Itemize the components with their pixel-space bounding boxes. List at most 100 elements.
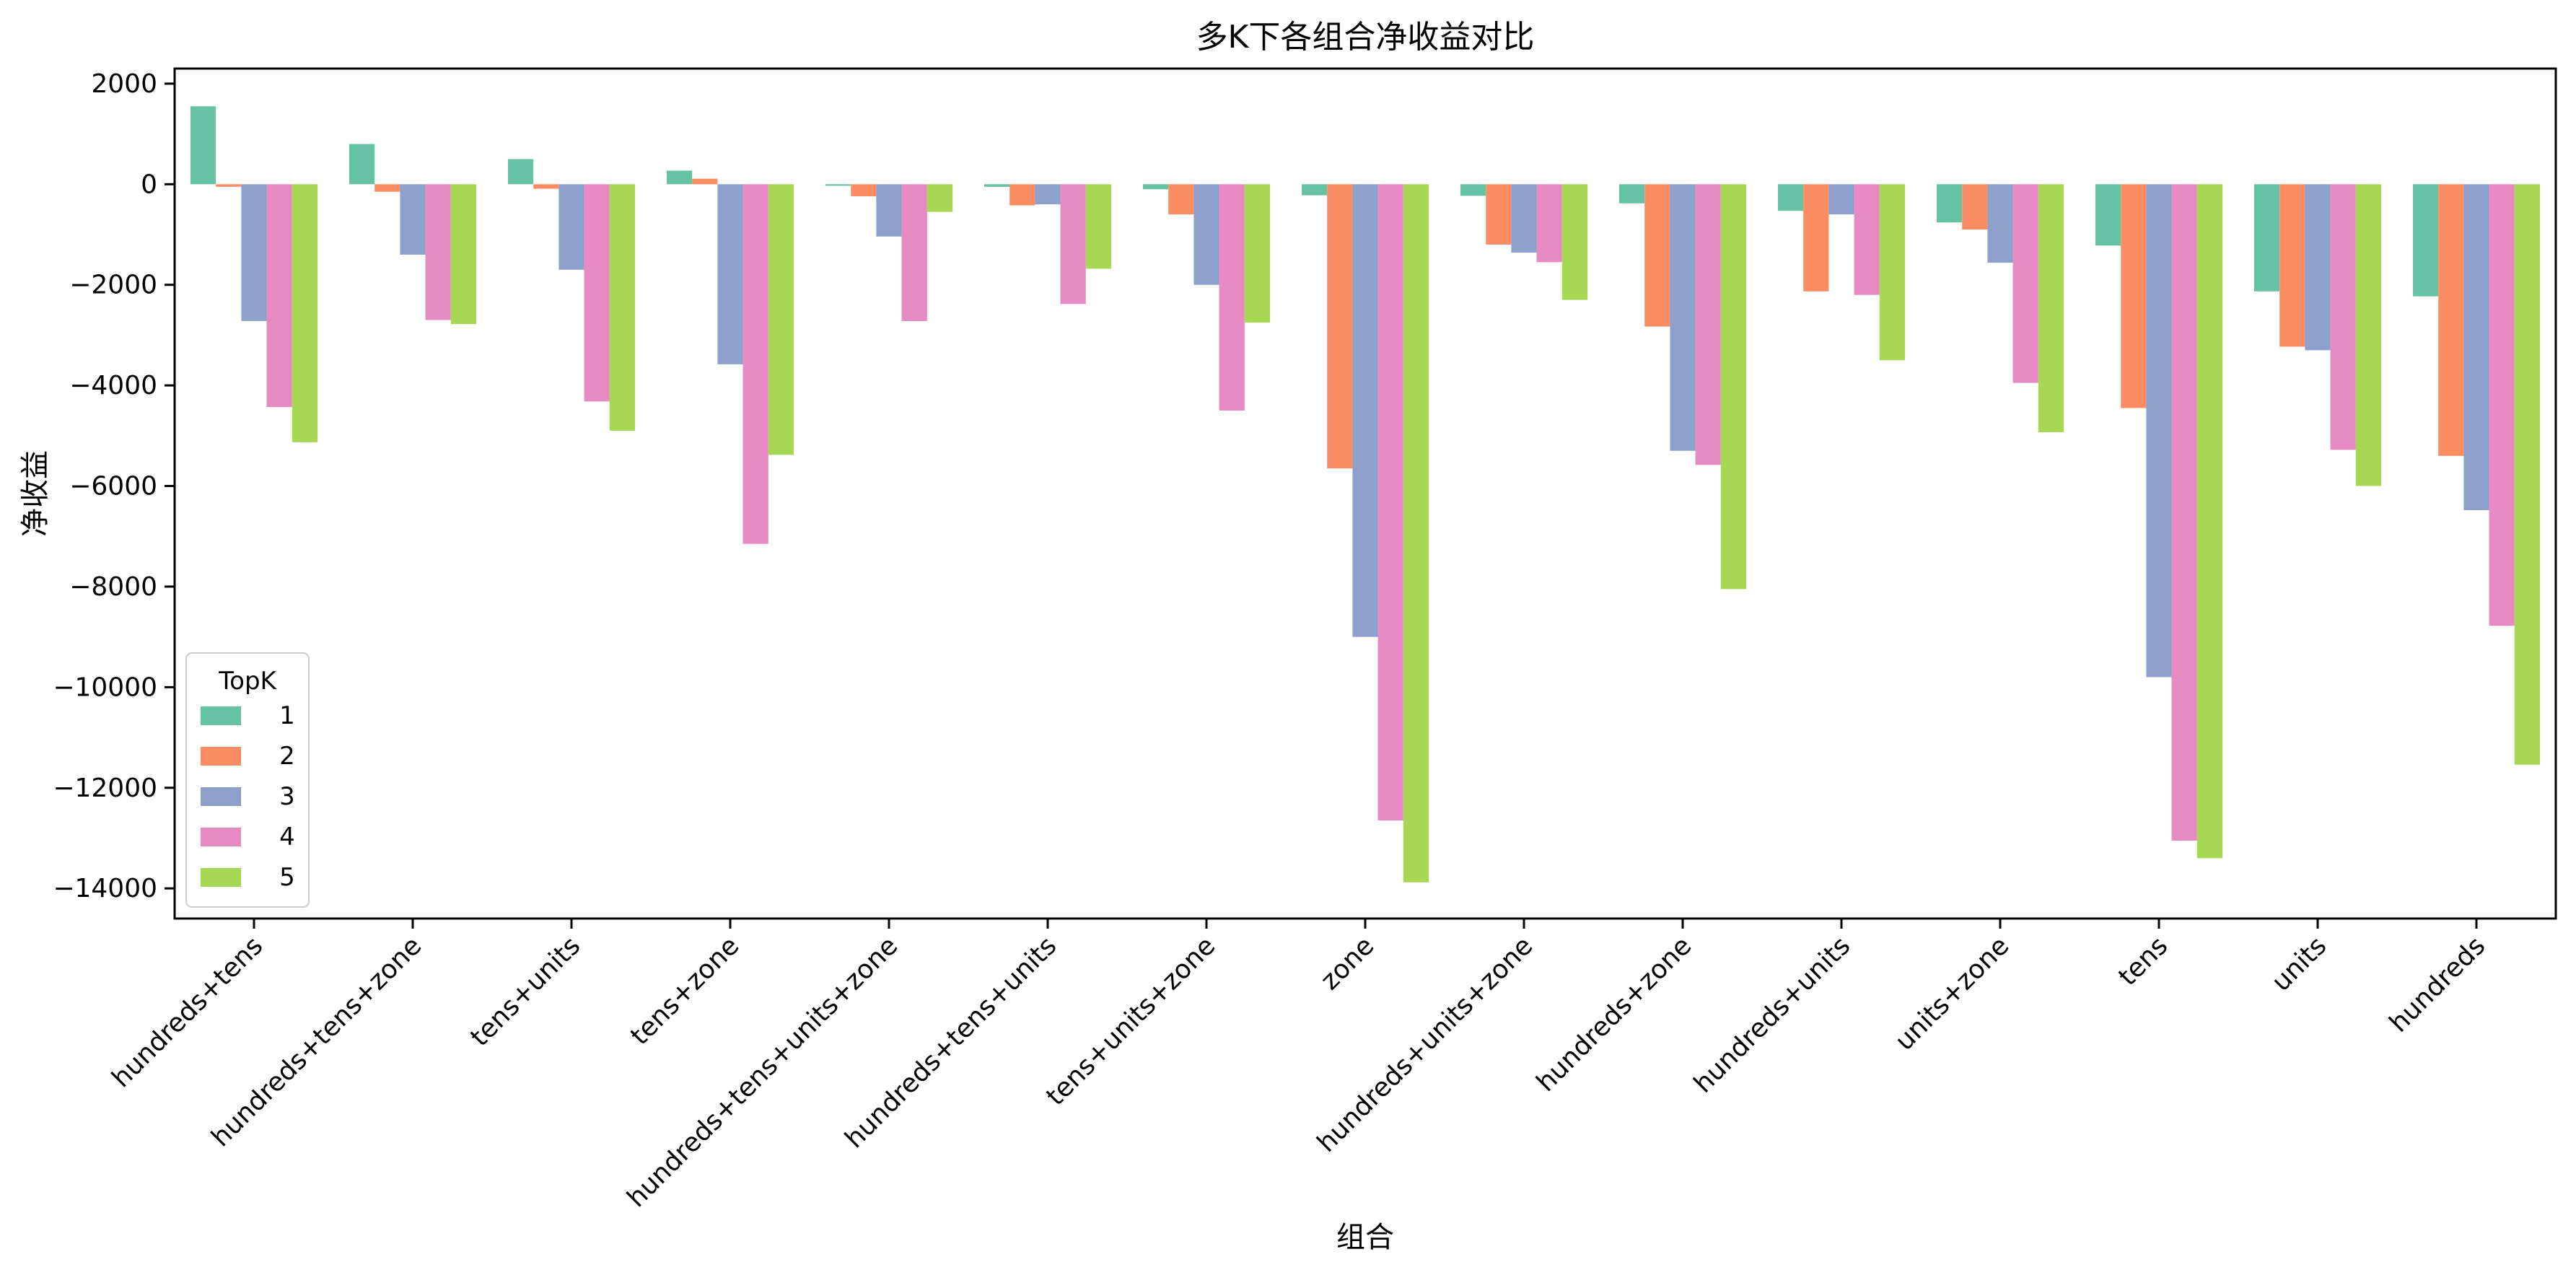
bar-series-1-zone — [1302, 184, 1328, 196]
bar-series-1-hundreds+zone — [1619, 184, 1645, 203]
bar-series-2-hundreds+tens+units+zone — [851, 184, 877, 197]
bar-series-2-hundreds+zone — [1644, 184, 1670, 327]
legend-label-3: 3 — [279, 782, 295, 811]
y-tick-label: −14000 — [53, 874, 157, 903]
bar-series-4-hundreds+tens+zone — [425, 184, 451, 320]
bar-series-2-tens+units+zone — [1168, 184, 1194, 215]
bar-series-4-tens+zone — [742, 184, 768, 544]
bar-series-4-units+zone — [2012, 184, 2038, 383]
x-tick-label: tens+units+zone — [1041, 931, 1221, 1111]
x-tick-label: tens+units — [465, 931, 586, 1052]
bar-series-5-hundreds+tens+units+zone — [926, 184, 952, 212]
bar-series-4-hundreds+tens — [266, 184, 292, 408]
x-tick-label: tens — [2113, 931, 2173, 991]
bar-series-2-hundreds+tens — [216, 184, 242, 187]
bar-series-4-tens+units+zone — [1219, 184, 1245, 411]
bar-series-2-hundreds+units+zone — [1486, 184, 1512, 245]
bar-series-4-hundreds+units — [1854, 184, 1880, 295]
bar-series-5-hundreds+tens+units — [1085, 184, 1111, 269]
legend-swatch-2 — [201, 747, 241, 766]
bar-series-4-hundreds+tens+units — [1060, 184, 1086, 304]
x-tick-label: tens+zone — [625, 931, 745, 1051]
x-tick-label: hundreds — [2384, 931, 2492, 1038]
bar-series-1-hundreds+tens+units — [984, 184, 1010, 187]
bar-series-1-tens+units+zone — [1143, 184, 1169, 190]
bar-series-5-hundreds+tens+zone — [450, 184, 476, 325]
bar-series-4-zone — [1377, 184, 1403, 821]
bar-series-4-hundreds+tens+units+zone — [901, 184, 927, 321]
y-tick-label: −12000 — [53, 774, 157, 803]
bar-series-1-tens+zone — [667, 170, 693, 185]
y-tick-label: 0 — [141, 170, 157, 199]
bar-series-3-hundreds+units — [1828, 184, 1854, 215]
bar-series-3-hundreds — [2463, 184, 2489, 510]
bar-series-5-hundreds+units+zone — [1561, 184, 1587, 300]
bar-series-3-hundreds+units+zone — [1511, 184, 1537, 253]
bar-series-5-zone — [1403, 184, 1429, 882]
bar-series-3-tens+zone — [717, 184, 743, 364]
bar-series-5-hundreds+tens — [292, 184, 317, 442]
bar-series-3-tens — [2146, 184, 2172, 678]
bar-series-2-tens+zone — [692, 178, 718, 185]
bar-series-4-units — [2330, 184, 2356, 450]
bar-series-2-hundreds+tens+units — [1009, 184, 1035, 206]
legend-label-5: 5 — [279, 863, 295, 892]
bar-series-4-tens — [2171, 184, 2197, 841]
bar-series-2-units+zone — [1962, 184, 1988, 230]
x-tick-label: hundreds+zone — [1531, 931, 1698, 1097]
y-tick-label: 2000 — [91, 69, 157, 99]
bar-series-2-hundreds+tens+zone — [374, 184, 400, 192]
legend-swatch-4 — [201, 828, 241, 846]
x-tick-label: units — [2266, 931, 2333, 997]
bar-series-3-units+zone — [1987, 184, 2013, 263]
bar-series-4-hundreds — [2489, 184, 2515, 626]
legend-label-4: 4 — [279, 823, 295, 851]
bar-series-2-units — [2279, 184, 2305, 347]
bar-series-3-hundreds+tens+units+zone — [876, 184, 902, 237]
bar-series-5-units — [2355, 184, 2381, 486]
bar-series-5-hundreds+zone — [1720, 184, 1746, 590]
chart-title: 多K下各组合净收益对比 — [1196, 19, 1535, 56]
bars-layer — [190, 106, 2540, 882]
y-tick-label: −10000 — [53, 672, 157, 702]
bar-series-1-tens+units — [508, 159, 534, 185]
bar-series-4-hundreds+zone — [1695, 184, 1721, 465]
x-tick-label: hundreds+tens — [106, 931, 268, 1093]
bar-series-3-hundreds+zone — [1670, 184, 1696, 451]
bar-series-2-zone — [1327, 184, 1353, 469]
bar-series-3-units — [2305, 184, 2331, 351]
bar-series-5-tens — [2196, 184, 2222, 859]
bar-series-5-tens+units+zone — [1244, 184, 1270, 323]
y-tick-label: −4000 — [69, 371, 157, 400]
bar-series-3-hundreds+tens+units — [1035, 184, 1061, 205]
bar-series-5-hundreds — [2514, 184, 2540, 765]
bar-series-3-zone — [1352, 184, 1378, 637]
legend-swatch-1 — [201, 706, 241, 725]
y-tick-label: −2000 — [69, 271, 157, 300]
bar-series-2-tens — [2121, 184, 2147, 408]
bar-series-1-tens — [2095, 184, 2121, 246]
legend-swatch-5 — [201, 868, 241, 887]
x-tick-label: units+zone — [1890, 931, 2015, 1056]
bar-series-4-tens+units — [584, 184, 610, 402]
bar-series-3-hundreds+tens — [241, 184, 267, 321]
y-tick-label: −8000 — [69, 572, 157, 602]
legend-label-1: 1 — [279, 701, 295, 730]
bar-series-1-hundreds+tens+zone — [349, 144, 375, 185]
bar-series-5-tens+zone — [768, 184, 794, 455]
bar-series-1-units+zone — [1937, 184, 1963, 223]
bar-series-2-tens+units — [533, 184, 559, 189]
bar-series-3-tens+units — [558, 184, 584, 270]
bar-series-1-hundreds+units — [1778, 184, 1804, 211]
bar-series-2-hundreds+units — [1803, 184, 1829, 292]
bar-series-4-hundreds+units+zone — [1536, 184, 1562, 263]
x-tick-label: hundreds+tens+units+zone — [621, 931, 903, 1213]
y-axis: 2000 0 −2000 −4000 −6000 −8000 −10000 −12000 −14… — [53, 69, 175, 903]
bar-series-1-units — [2254, 184, 2280, 292]
bar-series-5-tens+units — [609, 184, 635, 431]
bar-series-1-hundreds+tens+units+zone — [825, 184, 851, 186]
legend-label-2: 2 — [279, 742, 295, 771]
bar-series-3-tens+units+zone — [1193, 184, 1219, 285]
